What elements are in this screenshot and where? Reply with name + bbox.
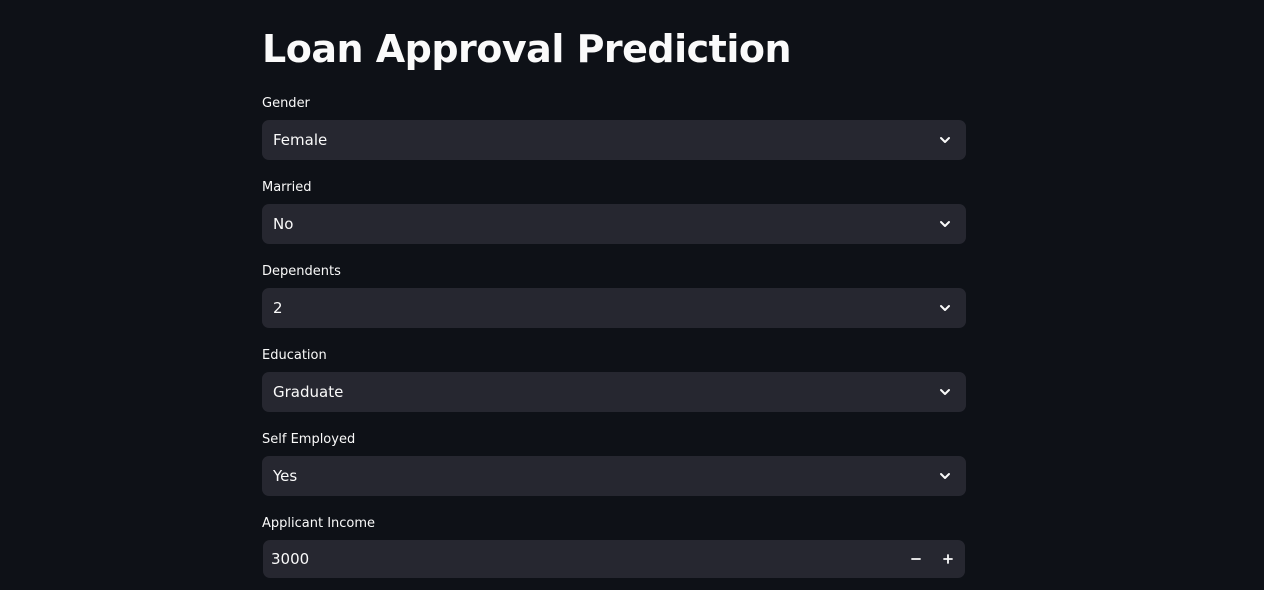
gender-selected-value: Female xyxy=(273,131,328,149)
dependents-label: Dependents xyxy=(262,264,341,279)
self-employed-selected-value: Yes xyxy=(273,467,298,485)
self-employed-field: Self Employed Yes xyxy=(262,432,966,496)
chevron-down-icon[interactable] xyxy=(938,301,952,315)
education-field: Education Graduate xyxy=(262,348,966,412)
self-employed-label: Self Employed xyxy=(262,432,356,447)
page-title: Loan Approval Prediction xyxy=(262,27,792,71)
married-select[interactable]: No xyxy=(262,204,966,244)
applicant-income-input[interactable]: 3000 xyxy=(263,540,965,578)
chevron-down-icon[interactable] xyxy=(938,385,952,399)
dependents-select[interactable]: 2 xyxy=(262,288,966,328)
married-selected-value: No xyxy=(273,215,294,233)
chevron-down-icon[interactable] xyxy=(938,217,952,231)
self-employed-select[interactable]: Yes xyxy=(262,456,966,496)
increment-button[interactable] xyxy=(932,540,964,578)
education-select[interactable]: Graduate xyxy=(262,372,966,412)
gender-label: Gender xyxy=(262,96,310,111)
education-label: Education xyxy=(262,348,327,363)
gender-select[interactable]: Female xyxy=(262,120,966,160)
chevron-down-icon[interactable] xyxy=(938,133,952,147)
married-label: Married xyxy=(262,180,312,195)
decrement-button[interactable] xyxy=(900,540,932,578)
dependents-selected-value: 2 xyxy=(273,299,283,317)
gender-field: Gender Female xyxy=(262,96,966,160)
education-selected-value: Graduate xyxy=(273,383,344,401)
applicant-income-value[interactable]: 3000 xyxy=(271,550,310,568)
applicant-income-field: Applicant Income 3000 xyxy=(262,516,966,578)
applicant-income-label: Applicant Income xyxy=(262,516,376,531)
dependents-field: Dependents 2 xyxy=(262,264,966,328)
married-field: Married No xyxy=(262,180,966,244)
plus-icon xyxy=(943,554,953,564)
chevron-down-icon[interactable] xyxy=(938,469,952,483)
minus-icon xyxy=(911,558,921,560)
